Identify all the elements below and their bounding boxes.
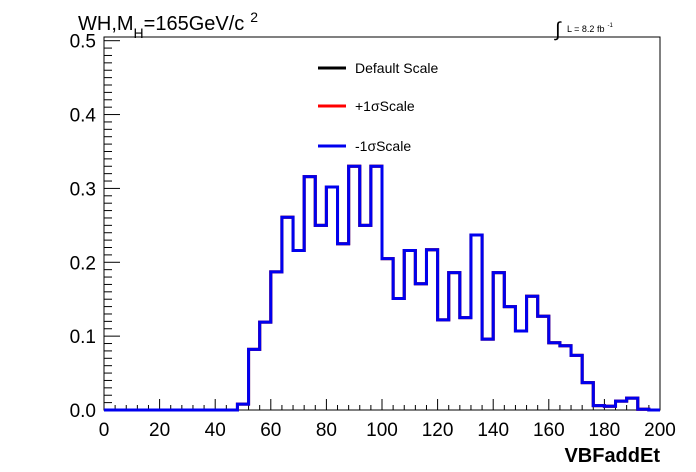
lumi-superscript: -1 [607, 23, 613, 29]
series-line-2 [104, 164, 660, 412]
title-main: WH,M [78, 13, 134, 35]
y-tick-label: 0.0 [70, 401, 96, 422]
x-tick-label: 100 [366, 420, 398, 441]
legend: Default Scale +1σScale -1σScale [312, 54, 454, 160]
title-rest: =165GeV/c [144, 13, 245, 35]
lumi-label: L = 8.2 fb -1 [567, 23, 613, 34]
y-axis: 0.0 0.1 0.2 0.3 0.4 0.5 [70, 32, 120, 422]
x-tick-label: 60 [260, 420, 281, 441]
y-tick-label: 0.2 [70, 253, 96, 274]
x-tick-label: 200 [644, 420, 676, 441]
x-axis: 0 20 40 60 80 100 120 140 160 180 200 [99, 399, 676, 441]
legend-label: Default Scale [355, 60, 438, 76]
x-tick-label: 140 [477, 420, 509, 441]
legend-label: +1σScale [355, 98, 415, 114]
x-tick-label: 80 [316, 420, 337, 441]
x-tick-label: 0 [99, 420, 110, 441]
lumi-text: L = 8.2 fb [567, 24, 604, 34]
x-tick-label: 120 [422, 420, 454, 441]
title-subscript: H [134, 25, 144, 41]
x-axis-label: VBFaddEt [564, 445, 660, 467]
y-tick-label: 0.5 [70, 32, 96, 53]
x-tick-label: 160 [533, 420, 565, 441]
lumi-integral: ∫ [554, 19, 562, 41]
legend-label: -1σScale [355, 138, 411, 154]
x-tick-label: 20 [149, 420, 170, 441]
y-tick-label: 0.1 [70, 327, 96, 348]
y-tick-label: 0.3 [70, 179, 96, 200]
x-tick-label: 40 [205, 420, 226, 441]
chart-title: WH,MH=165GeV/c 2 [78, 9, 258, 41]
title-superscript: 2 [250, 9, 258, 25]
y-tick-label: 0.4 [70, 106, 97, 127]
x-tick-label: 180 [589, 420, 621, 441]
series-layer [104, 164, 660, 412]
